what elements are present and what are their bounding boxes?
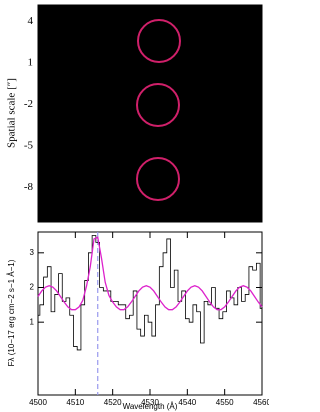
image-noise <box>38 5 262 222</box>
y-tick-label: 4 <box>28 15 34 27</box>
x-tick-label: 4510 <box>66 398 84 407</box>
x-tick-label: 4530 <box>141 398 159 407</box>
y-label: Fλ (10−17 erg cm−2 s−1 Å−1) <box>7 259 16 366</box>
circle <box>136 83 180 127</box>
y-tick-label: 3 <box>30 248 35 257</box>
figure: Spatial scale [″] Fλ (10−17 erg cm−2 s−1… <box>6 4 269 411</box>
image-frame <box>37 4 263 223</box>
y-tick-label: -8 <box>24 181 34 193</box>
x-tick-label: 4550 <box>216 398 234 407</box>
x-tick-label: 4500 <box>29 398 47 407</box>
x-tick-label: 4540 <box>178 398 196 407</box>
y-tick-label: 2 <box>30 283 35 292</box>
y-tick-label: -5 <box>24 140 34 152</box>
y-tick-label: 1 <box>30 317 35 326</box>
x-tick-label: 4520 <box>104 398 122 407</box>
spectrum-line <box>37 236 263 311</box>
y-label: Spatial scale [″] <box>6 78 18 148</box>
circle <box>137 19 181 63</box>
y-tick-label: 1 <box>28 57 34 69</box>
spectrum-line <box>38 235 262 351</box>
circle <box>136 157 180 201</box>
y-tick-label: -2 <box>24 98 33 110</box>
plot-frame <box>37 231 263 396</box>
x-label: Wavelength (Å) <box>123 402 178 411</box>
x-tick-label: 4560 <box>253 398 269 407</box>
